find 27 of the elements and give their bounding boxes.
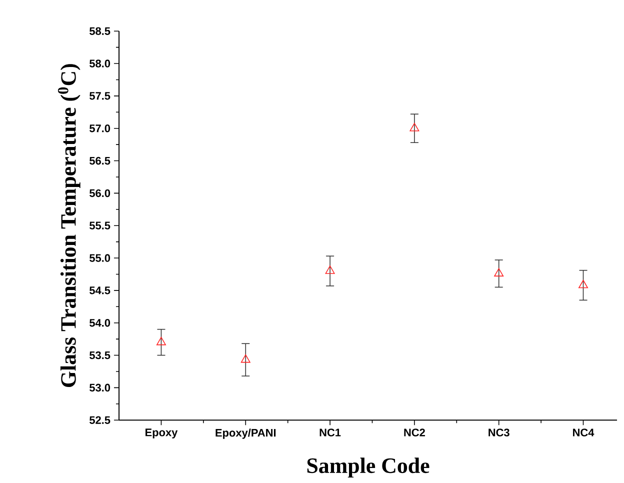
point (325, 266, 335, 274)
point (410, 122, 420, 132)
x-tick-label: NC4 (573, 428, 594, 436)
y-tick-label: 55.5 (90, 222, 110, 230)
x-axis-title: Sample Code (307, 458, 430, 478)
y-tick-label: 58.0 (90, 60, 110, 68)
y-tick-label: 52.5 (90, 416, 110, 424)
x-tick-label: Epoxy (146, 428, 178, 438)
y-tick-label: 53.5 (90, 351, 110, 360)
y-tick-label: 54.0 (90, 318, 110, 327)
y-tick-label: 56.5 (90, 156, 110, 165)
y-tick-label: 54.5 (90, 286, 110, 294)
point (156, 336, 166, 346)
x-tick-label: NC1 (320, 428, 341, 436)
x-tick-label: NC2 (404, 428, 425, 436)
point (578, 280, 588, 288)
x-tick-label: NC3 (488, 428, 510, 436)
point (240, 354, 250, 363)
x-tick-label: Epoxy/PANI (216, 428, 276, 439)
y-tick-label: 53.0 (90, 384, 110, 392)
y-tick-label: 56.0 (90, 189, 110, 198)
y-tick-label: 57.0 (90, 124, 110, 132)
y-tick-label: 57.5 (90, 92, 110, 100)
point (494, 268, 504, 276)
y-axis-title: Glass Transition Temperature ($^{0}$C) (58, 64, 80, 388)
y-tick-label: 58.5 (90, 27, 110, 35)
y-tick-label: 55.0 (90, 254, 110, 262)
